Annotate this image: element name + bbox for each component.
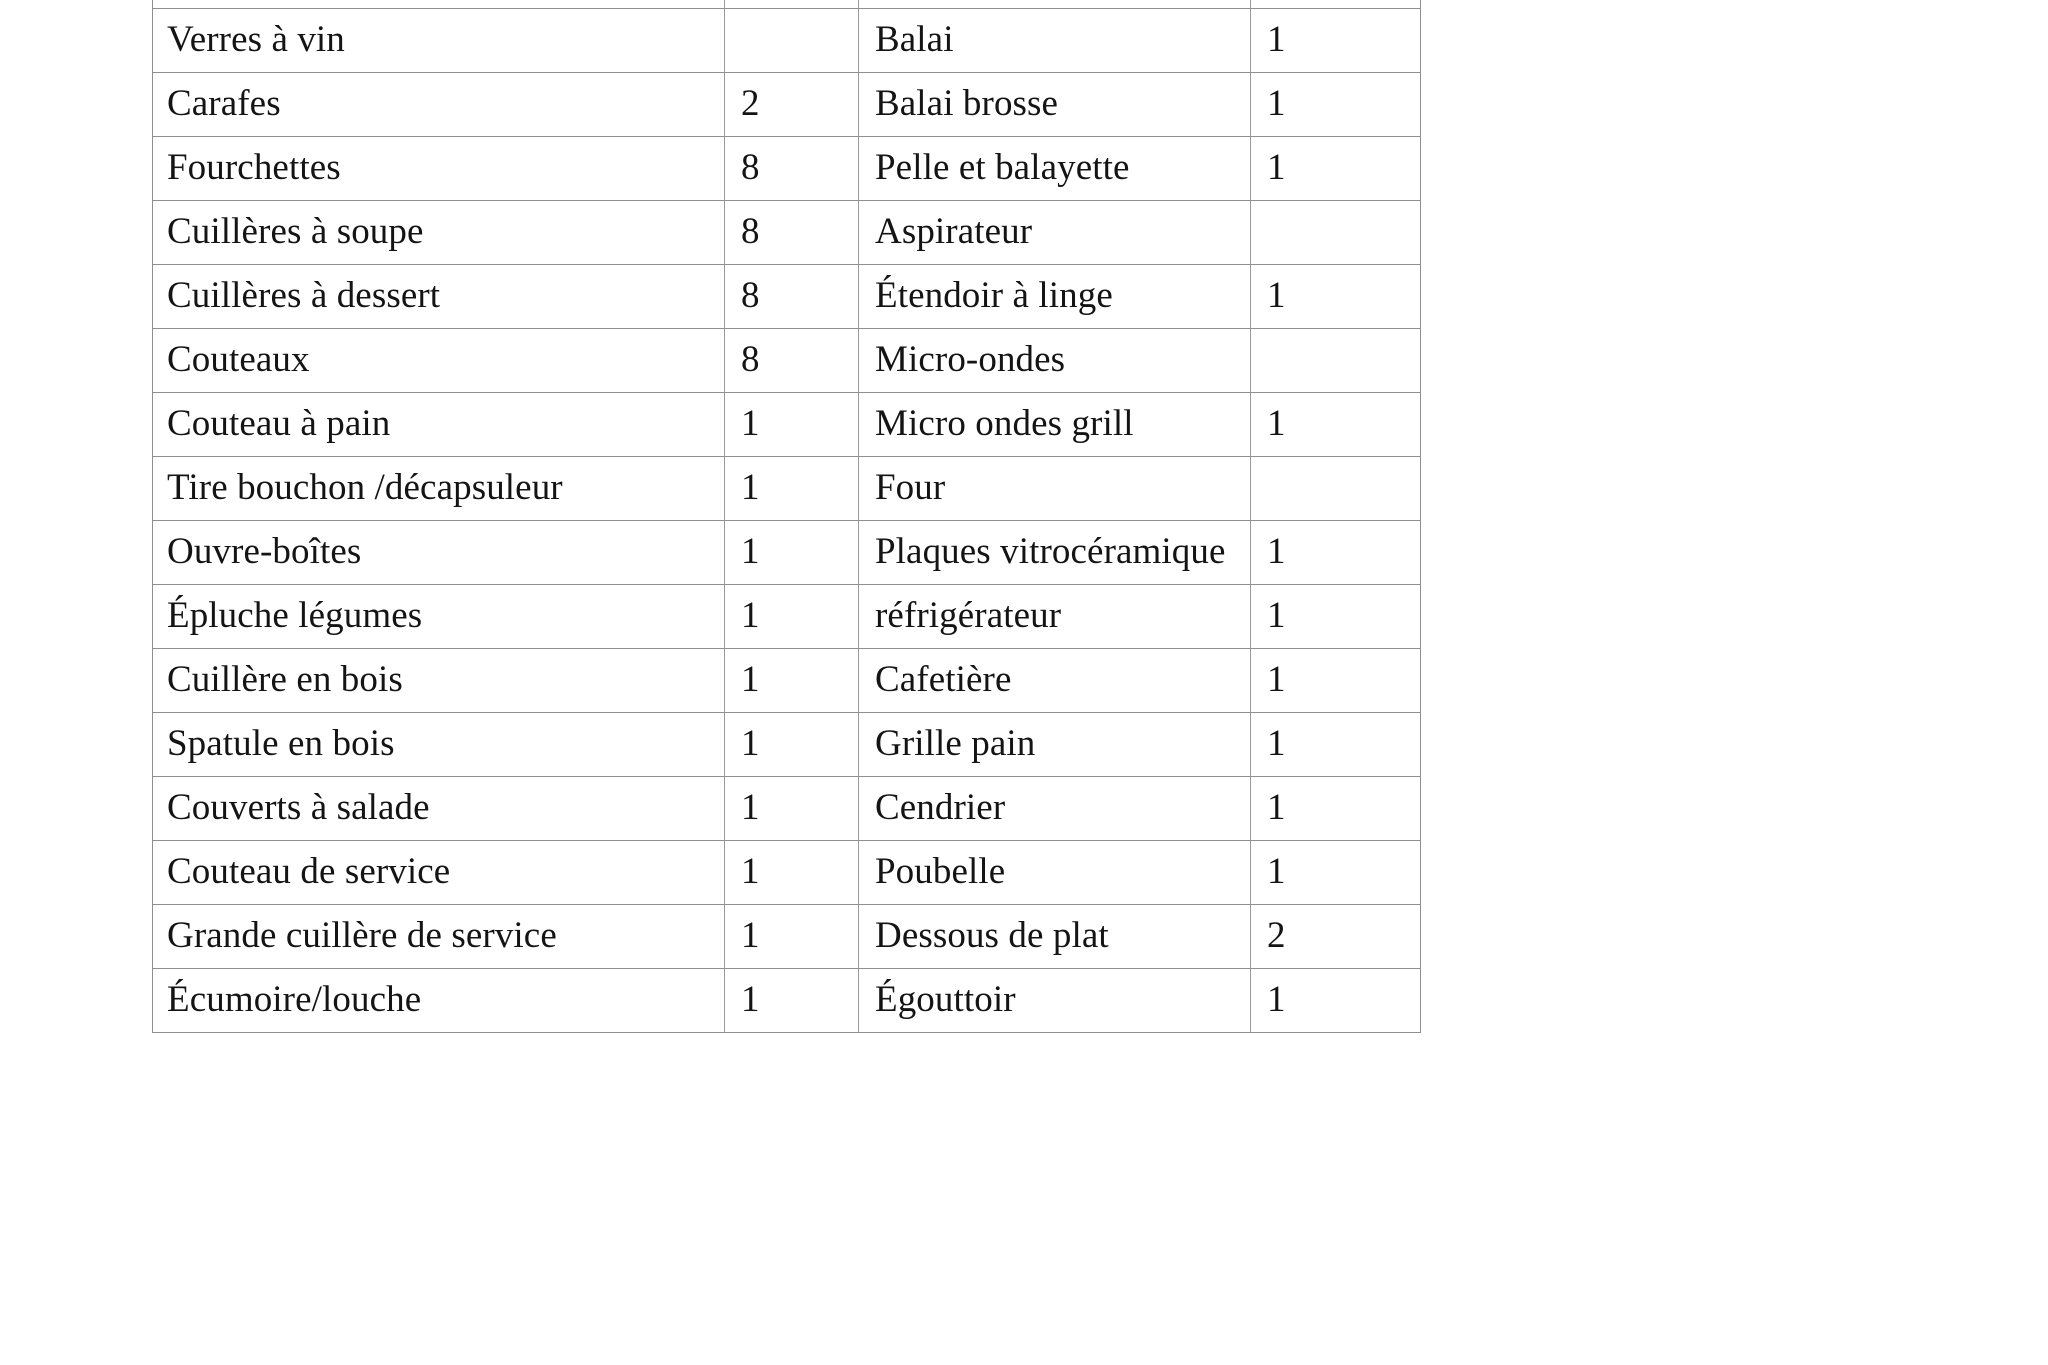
- cell-item-right: Four: [858, 456, 1251, 521]
- cell-qty-left: [724, 8, 859, 73]
- cell-qty-left: 1: [724, 520, 859, 585]
- cell-qty-right: [1250, 456, 1421, 521]
- cell-qty-left: 1: [724, 584, 859, 649]
- table-row: Cuillère en bois 1 Cafetière 1: [152, 648, 1421, 713]
- cell-qty-right: 1: [1250, 520, 1421, 585]
- cell-item-left: Spatule en bois: [152, 712, 725, 777]
- inventory-sheet: Verres à eau8Seau1Verres à vinBalai1Cara…: [152, 0, 1421, 1033]
- cell-item-right: Plaques vitrocéramique: [858, 520, 1251, 585]
- cell-qty-left: 1: [724, 840, 859, 905]
- cell-item-right: Balai brosse: [858, 72, 1251, 137]
- cell-item-right: Pelle et balayette: [858, 136, 1251, 201]
- cell-qty-left: 2: [724, 72, 859, 137]
- table-row: Carafes 2 Balai brosse 1: [152, 72, 1421, 137]
- cell-qty-left: 8: [724, 328, 859, 393]
- cell-item-right: Dessous de plat: [858, 904, 1251, 969]
- cell-qty-right: 1: [1250, 264, 1421, 329]
- cell-item-left: Couteaux: [152, 328, 725, 393]
- cell-qty-right: 1: [1250, 392, 1421, 457]
- cell-qty-right: 1: [1250, 584, 1421, 649]
- cell-qty-left: 1: [724, 648, 859, 713]
- cell-qty-right: 1: [1250, 776, 1421, 841]
- cell-item-left: Verres à vin: [152, 8, 725, 73]
- cell-qty-right: [1250, 200, 1421, 265]
- cell-item-left: Couteau à pain: [152, 392, 725, 457]
- inventory-table-body: Verres à eau8Seau1Verres à vinBalai1Cara…: [152, 0, 1421, 1033]
- cell-qty-left: 1: [724, 392, 859, 457]
- cell-item-left: Écumoire/louche: [152, 968, 725, 1033]
- cell-item-left: Ouvre-boîtes: [152, 520, 725, 585]
- cell-item-left: Couteau de service: [152, 840, 725, 905]
- table-row: Écumoire/louche 1 Égouttoir 1: [152, 968, 1421, 1033]
- table-row: Couverts à salade 1 Cendrier 1: [152, 776, 1421, 841]
- cell-qty-left: 1: [724, 904, 859, 969]
- cell-item-left: Carafes: [152, 72, 725, 137]
- table-row: Cuillères à dessert 8 Étendoir à linge 1: [152, 264, 1421, 329]
- table-row: Ouvre-boîtes 1 Plaques vitrocéramique 1: [152, 520, 1421, 585]
- cell-item-left: Grande cuillère de service: [152, 904, 725, 969]
- cell-item-right: Grille pain: [858, 712, 1251, 777]
- cell-qty-right: 1: [1250, 8, 1421, 73]
- table-row: Grande cuillère de service 1 Dessous de pl…: [152, 904, 1421, 969]
- cell-item-right: Micro-ondes: [858, 328, 1251, 393]
- cell-item-right: Égouttoir: [858, 968, 1251, 1033]
- cell-qty-right: 1: [1250, 712, 1421, 777]
- cell-qty-left: 1: [724, 456, 859, 521]
- table-row: Couteau à pain 1 Micro ondes grill 1: [152, 392, 1421, 457]
- table-row: Verres à vin Balai 1: [152, 8, 1421, 73]
- cell-item-left: Verres à eau: [152, 0, 725, 9]
- cell-qty-right: 1: [1250, 968, 1421, 1033]
- cell-qty-right: [1250, 328, 1421, 393]
- table-row: Tire bouchon /décapsuleur 1 Four: [152, 456, 1421, 521]
- cell-item-right: Seau: [858, 0, 1251, 9]
- cell-item-right: Poubelle: [858, 840, 1251, 905]
- cell-qty-left: 1: [724, 968, 859, 1033]
- cell-item-left: Cuillères à dessert: [152, 264, 725, 329]
- cell-item-right: réfrigérateur: [858, 584, 1251, 649]
- cell-item-left: Couverts à salade: [152, 776, 725, 841]
- cell-item-left: Cuillère en bois: [152, 648, 725, 713]
- cell-qty-right: 2: [1250, 904, 1421, 969]
- cell-qty-right: 1: [1250, 648, 1421, 713]
- cell-item-left: Cuillères à soupe: [152, 200, 725, 265]
- cell-item-right: Étendoir à linge: [858, 264, 1251, 329]
- cell-qty-left: 8: [724, 200, 859, 265]
- cell-qty-left: 8: [724, 0, 859, 9]
- cell-qty-right: 1: [1250, 0, 1421, 9]
- cell-qty-right: 1: [1250, 72, 1421, 137]
- table-row: Couteaux 8 Micro-ondes: [152, 328, 1421, 393]
- table-row: Verres à eau8Seau1: [152, 0, 1421, 9]
- cell-qty-right: 1: [1250, 136, 1421, 201]
- cell-item-right: Micro ondes grill: [858, 392, 1251, 457]
- cell-item-right: Cafetière: [858, 648, 1251, 713]
- table-row: Spatule en bois 1 Grille pain 1: [152, 712, 1421, 777]
- cell-qty-right: 1: [1250, 840, 1421, 905]
- cell-item-right: Cendrier: [858, 776, 1251, 841]
- cell-qty-left: 1: [724, 776, 859, 841]
- table-row: Épluche légumes 1 réfrigérateur 1: [152, 584, 1421, 649]
- inventory-table: Verres à eau8Seau1Verres à vinBalai1Cara…: [152, 0, 1421, 1033]
- table-row: Couteau de service 1 Poubelle 1: [152, 840, 1421, 905]
- cell-qty-left: 8: [724, 264, 859, 329]
- table-row: Cuillères à soupe 8 Aspirateur: [152, 200, 1421, 265]
- table-row: Fourchettes 8 Pelle et balayette 1: [152, 136, 1421, 201]
- cell-item-right: Aspirateur: [858, 200, 1251, 265]
- cell-qty-left: 8: [724, 136, 859, 201]
- cell-item-left: Fourchettes: [152, 136, 725, 201]
- cell-item-right: Balai: [858, 8, 1251, 73]
- cell-item-left: Tire bouchon /décapsuleur: [152, 456, 725, 521]
- cell-qty-left: 1: [724, 712, 859, 777]
- cell-item-left: Épluche légumes: [152, 584, 725, 649]
